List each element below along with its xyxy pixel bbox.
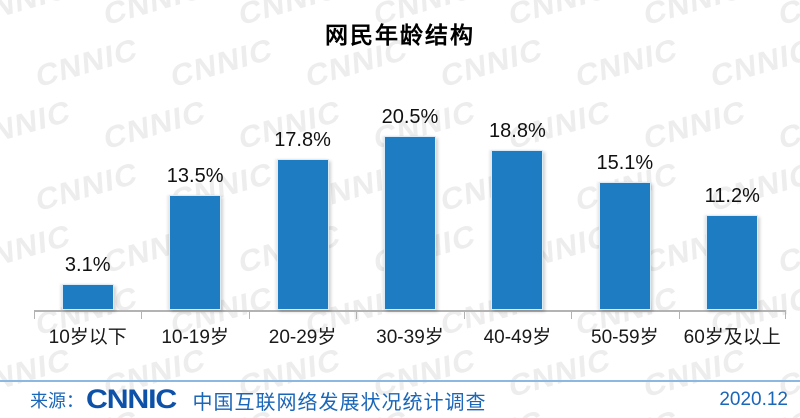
bar-slot: 17.8%: [249, 60, 356, 310]
bar: [61, 284, 114, 310]
bar: [276, 159, 329, 310]
x-axis-label: 10岁以下: [48, 327, 127, 348]
bar-slot: 11.2%: [679, 60, 786, 310]
bar-value-label: 18.8%: [489, 120, 546, 142]
x-axis-label: 20-29岁: [268, 327, 337, 348]
axis-tick: [356, 310, 358, 319]
x-axis-label: 40-49岁: [483, 327, 552, 348]
bar-slot: 13.5%: [141, 60, 248, 310]
bar-value-label: 17.8%: [274, 129, 331, 151]
bar-value-label: 15.1%: [596, 152, 654, 174]
bars-container: 3.1% 13.5% 17.8% 20.5% 18.8% 15.1% 11.2%: [34, 60, 786, 310]
axis-tick: [785, 310, 786, 319]
bar: [383, 136, 436, 310]
footer: 来源： CNNIC 中国互联网络发展状况统计调查 2020.12: [0, 380, 800, 418]
x-axis-label: 30-39岁: [376, 327, 444, 348]
axis-tick: [248, 310, 250, 319]
report-date: 2020.12: [719, 389, 788, 410]
x-axis-label: 50-59岁: [591, 327, 659, 348]
cnnic-logo: CNNIC: [86, 383, 177, 414]
bar: [598, 182, 651, 310]
bar: [169, 195, 222, 310]
bar-value-label: 11.2%: [704, 185, 760, 207]
axis-tick: [678, 310, 680, 319]
axis-tick: [571, 310, 573, 319]
bar-slot: 3.1%: [34, 60, 141, 310]
source-label: 来源：: [30, 391, 84, 411]
axis-tick: [141, 310, 143, 319]
bar-value-label: 13.5%: [166, 165, 224, 187]
source-text: 中国互联网络发展状况统计调查: [192, 391, 487, 414]
bar: [706, 215, 759, 310]
bar: [491, 150, 544, 310]
plot-area: 3.1% 13.5% 17.8% 20.5% 18.8% 15.1% 11.2%: [34, 60, 786, 319]
chart-title: 网民年龄结构: [325, 22, 475, 48]
axis-tick: [34, 310, 35, 319]
bar-value-label: 3.1%: [64, 254, 111, 276]
axis-tick: [463, 310, 465, 319]
bar-value-label: 20.5%: [381, 106, 439, 128]
bar-slot: 20.5%: [356, 60, 463, 310]
bar-slot: 18.8%: [464, 60, 571, 310]
x-axis-label: 60岁及以上: [683, 327, 781, 348]
x-axis-labels: 10岁以下 10-19岁 20-29岁 30-39岁 40-49岁 50-59岁 60岁及以…: [34, 322, 786, 349]
bar-slot: 15.1%: [571, 60, 678, 310]
x-axis-label: 10-19岁: [161, 327, 229, 348]
